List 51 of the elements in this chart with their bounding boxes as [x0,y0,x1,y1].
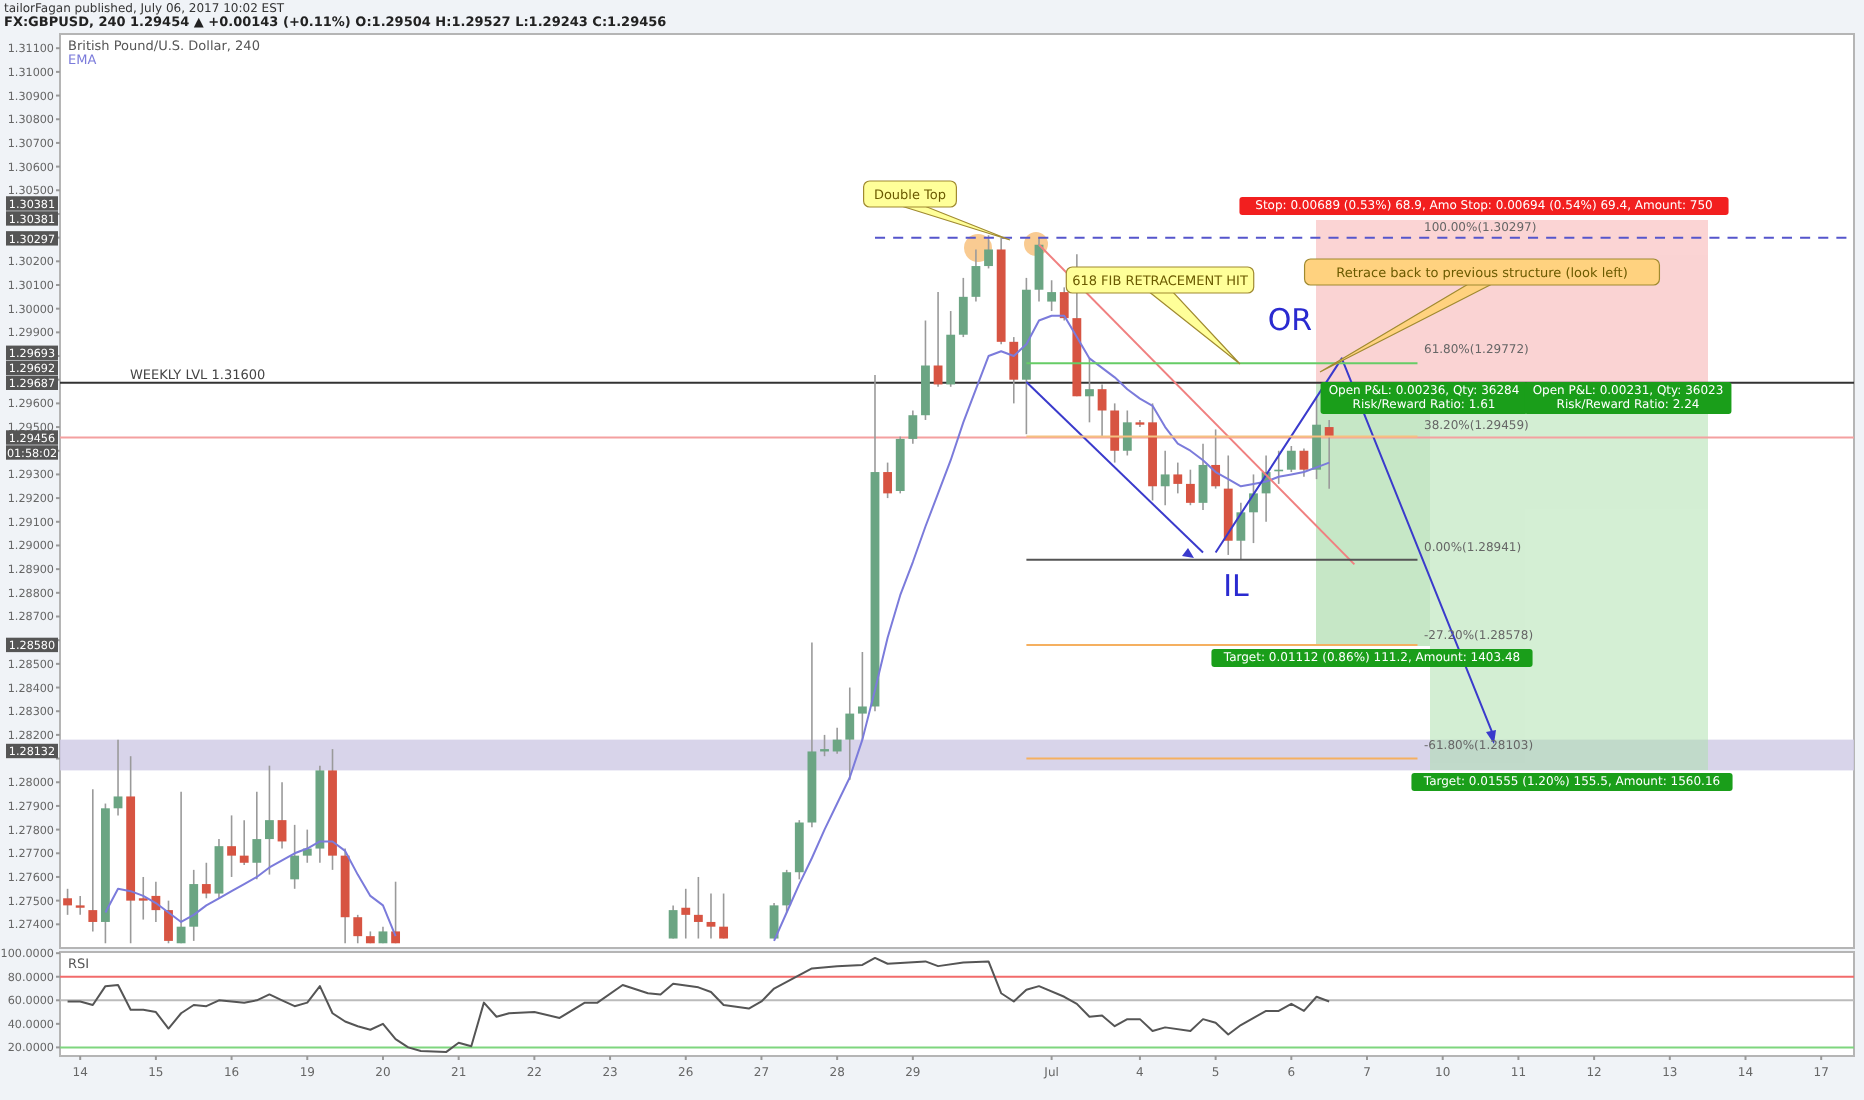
candlestick [353,914,363,945]
annotation: IL [1223,568,1251,604]
candlestick [1236,502,1246,561]
candlestick [176,790,186,945]
candlestick [113,738,123,817]
candlestick [1085,357,1094,424]
candlestick [719,892,729,940]
candlestick [1286,445,1296,473]
candlestick [845,686,855,781]
candlestick [681,888,691,940]
candlestick [782,869,792,914]
candlestick [832,726,842,755]
candlestick [984,234,993,270]
candlestick [1185,468,1195,507]
candlestick [958,277,968,338]
candlestick [1097,383,1107,438]
candlestick [1047,279,1057,312]
candlestick [214,838,224,900]
annotation: OR [1267,302,1313,338]
candlestick [693,876,703,940]
candlestick [1009,336,1019,405]
candlestick [227,814,236,878]
candlestick [883,461,893,499]
candlestick [391,880,400,945]
candlestick [1122,409,1132,457]
candlestick [290,824,300,890]
candlestick [252,790,262,881]
candlestick [1173,461,1183,495]
candlestick [971,248,981,303]
candlestick [164,899,173,945]
candlestick [201,861,211,900]
candlestick [668,904,678,940]
candlestick [1249,473,1258,544]
candlestick [239,819,249,866]
candlestick [88,788,98,933]
candlestick [1324,419,1334,490]
candlestick [63,888,72,916]
candlestick [857,651,867,741]
candlestick [1198,442,1208,511]
line-series [66,956,1331,1054]
candlestick [1299,447,1309,478]
candlestick [1160,449,1170,507]
candlestick [1312,395,1321,480]
candlestick [75,895,85,916]
candlestick [138,876,148,921]
candlestick [265,764,274,876]
candlestick [1059,286,1069,322]
candlestick [1110,402,1120,464]
candlestick [908,409,918,445]
candlestick [189,869,199,942]
candlestick [706,892,716,940]
